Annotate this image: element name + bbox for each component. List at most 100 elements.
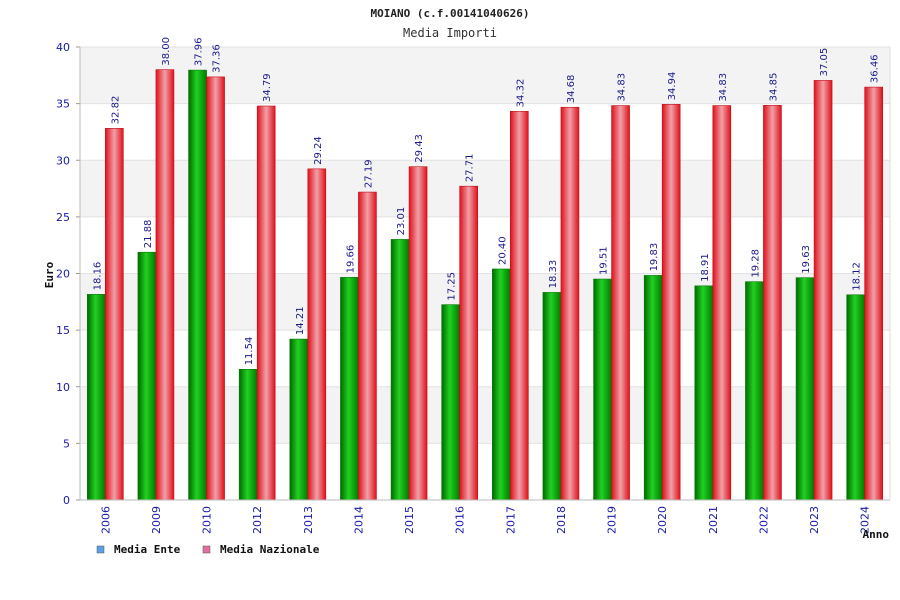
- bar-media-nazionale-2006: [105, 128, 124, 501]
- data-label-media-ente-2016: 17.25: [447, 272, 458, 301]
- x-tick-label-2020: 2020: [656, 506, 669, 534]
- x-tick-label-2024: 2024: [859, 506, 872, 534]
- x-tick-label-2012: 2012: [251, 506, 264, 534]
- data-label-media-ente-2015: 23.01: [396, 207, 407, 236]
- data-label-media-ente-2010: 37.96: [194, 37, 205, 66]
- bar-media-ente-2010: [188, 69, 207, 501]
- data-label-media-ente-2024: 18.12: [852, 262, 863, 291]
- bar-media-nazionale-2012: [256, 105, 276, 501]
- data-label-media-nazionale-2020: 34.94: [667, 72, 678, 101]
- data-label-media-ente-2013: 14.21: [295, 306, 306, 335]
- data-label-media-nazionale-2014: 27.19: [363, 159, 374, 188]
- bar-media-nazionale-2016: [459, 185, 478, 501]
- bar-media-nazionale-2023: [813, 80, 833, 501]
- bar-media-ente-2024: [846, 294, 865, 501]
- data-label-media-nazionale-2010: 37.36: [212, 44, 223, 73]
- data-label-media-nazionale-2022: 34.85: [768, 73, 779, 102]
- legend-swatch-media-nazionale: [202, 545, 211, 554]
- chart-subtitle: Media Importi: [403, 26, 497, 40]
- bar-media-nazionale-2010: [206, 76, 225, 501]
- y-tick-label: 25: [56, 211, 70, 224]
- data-label-media-ente-2021: 18.91: [700, 253, 711, 282]
- x-tick-label-2018: 2018: [555, 506, 568, 534]
- bar-media-ente-2017: [492, 268, 511, 501]
- bar-media-ente-2014: [340, 277, 359, 501]
- data-label-media-ente-2022: 19.28: [750, 249, 761, 278]
- bar-media-ente-2022: [745, 281, 764, 501]
- data-label-media-nazionale-2009: 38.00: [161, 37, 172, 66]
- data-label-media-ente-2018: 18.33: [548, 260, 559, 289]
- data-label-media-nazionale-2016: 27.71: [465, 154, 476, 183]
- data-label-media-nazionale-2017: 34.32: [515, 79, 526, 108]
- bar-media-ente-2021: [694, 285, 714, 501]
- y-tick-label: 0: [63, 494, 70, 507]
- bar-media-ente-2016: [441, 304, 460, 501]
- data-label-media-nazionale-2019: 34.83: [617, 73, 628, 102]
- bar-media-nazionale-2021: [712, 105, 732, 501]
- bar-media-nazionale-2019: [611, 105, 630, 501]
- bar-media-ente-2009: [137, 251, 157, 501]
- chart-title: MOIANO (c.f.00141040626): [371, 7, 530, 20]
- data-label-media-nazionale-2021: 34.83: [718, 73, 729, 102]
- x-tick-label-2017: 2017: [504, 506, 517, 534]
- y-axis-label: Euro: [43, 261, 56, 288]
- x-tick-label-2022: 2022: [757, 506, 770, 534]
- y-tick-label: 40: [56, 41, 70, 54]
- legend: Media Ente Media Nazionale: [96, 543, 320, 556]
- data-label-media-nazionale-2006: 32.82: [110, 96, 121, 125]
- data-label-media-ente-2014: 19.66: [345, 245, 356, 274]
- data-label-media-ente-2020: 19.83: [649, 243, 660, 272]
- bar-media-nazionale-2022: [763, 105, 782, 501]
- y-tick-label: 35: [56, 98, 70, 111]
- data-labels: 18.16 32.82 21.88 38.00 37.96 37.36 11.54 34.79…: [92, 37, 880, 365]
- x-tick-label-2010: 2010: [201, 506, 214, 534]
- y-axis-ticks: 0 5 10 15 20 25 30 35 40: [56, 41, 70, 507]
- x-tick-label-2023: 2023: [808, 506, 821, 534]
- bar-media-nazionale-2013: [307, 168, 327, 501]
- bar-media-ente-2006: [87, 294, 106, 501]
- x-tick-label-2014: 2014: [352, 506, 365, 534]
- bar-media-ente-2023: [795, 277, 815, 501]
- x-axis-label: Anno: [863, 528, 890, 541]
- bar-media-nazionale-2015: [408, 166, 428, 501]
- y-tick-label: 15: [56, 324, 70, 337]
- bar-media-nazionale-2018: [560, 106, 580, 501]
- x-tick-label-2013: 2013: [302, 506, 315, 534]
- bar-media-nazionale-2017: [510, 111, 529, 501]
- x-tick-label-2006: 2006: [99, 506, 112, 534]
- legend-label-media-nazionale: Media Nazionale: [220, 543, 320, 556]
- data-label-media-ente-2006: 18.16: [92, 262, 103, 291]
- bar-media-ente-2018: [542, 292, 562, 501]
- x-tick-label-2016: 2016: [454, 506, 467, 534]
- y-tick-label: 20: [56, 268, 70, 281]
- bar-media-ente-2013: [289, 338, 309, 501]
- legend-swatch-media-ente: [96, 545, 105, 554]
- x-tick-label-2015: 2015: [403, 506, 416, 534]
- y-tick-label: 30: [56, 154, 70, 167]
- bar-media-nazionale-2009: [155, 69, 175, 501]
- x-tick-label-2019: 2019: [606, 506, 619, 534]
- data-label-media-ente-2023: 19.63: [801, 245, 812, 274]
- y-tick-label: 10: [56, 381, 70, 394]
- bar-media-ente-2015: [390, 239, 410, 501]
- x-tick-label-2021: 2021: [707, 506, 720, 534]
- data-label-media-nazionale-2015: 29.43: [414, 134, 425, 163]
- data-label-media-nazionale-2013: 29.24: [313, 136, 324, 165]
- bar-media-nazionale-2020: [661, 104, 681, 501]
- bar-media-ente-2019: [593, 278, 612, 501]
- data-label-media-nazionale-2012: 34.79: [262, 73, 273, 102]
- bar-media-ente-2012: [238, 369, 258, 501]
- data-label-media-nazionale-2018: 34.68: [566, 75, 577, 104]
- data-label-media-ente-2009: 21.88: [143, 220, 154, 249]
- legend-label-media-ente: Media Ente: [114, 543, 181, 556]
- data-label-media-ente-2012: 11.54: [244, 337, 255, 366]
- bar-media-nazionale-2024: [864, 86, 883, 501]
- data-label-media-nazionale-2024: 36.46: [870, 54, 881, 83]
- bar-media-nazionale-2014: [358, 191, 377, 501]
- data-label-media-ente-2019: 19.51: [599, 246, 610, 275]
- data-label-media-nazionale-2023: 37.05: [819, 48, 830, 77]
- data-label-media-ente-2017: 20.40: [497, 236, 508, 265]
- x-axis-ticks: 2006 2009 2010 2012 2013 2014 2015 2016 2017 2018…: [99, 506, 871, 534]
- y-tick-label: 5: [63, 437, 70, 450]
